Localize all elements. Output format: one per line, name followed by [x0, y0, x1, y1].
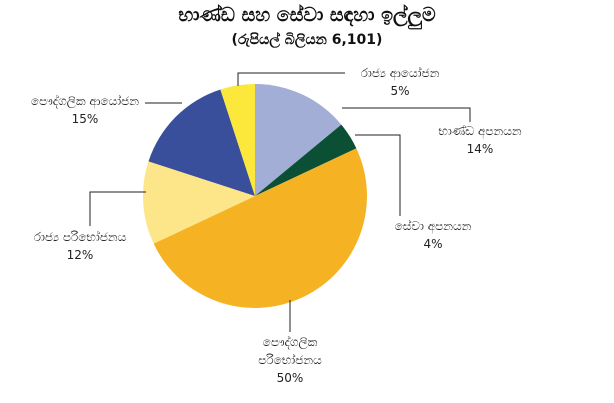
value-label: 5%: [390, 84, 410, 98]
pie-slice: [255, 84, 342, 196]
slice-label: පෞද්ගලික පරිභෝජනය 50%: [240, 333, 340, 387]
value-label: 15%: [71, 112, 99, 126]
category-label: පෞද්ගලික ආයෝජන: [30, 94, 140, 108]
pie-slice: [220, 84, 255, 196]
category-label: රාජ්‍ය පරිභෝජනය: [33, 230, 127, 244]
slice-label: රාජ්‍ය ආයෝජන 5%: [340, 64, 460, 100]
slice-label: පෞද්ගලික ආයෝජන 15%: [5, 92, 165, 128]
value-label: 4%: [423, 237, 443, 251]
value-label: 14%: [466, 142, 494, 156]
slice-label: රාජ්‍ය පරිභෝජනය 12%: [15, 228, 145, 264]
category-label: භාණ්ඩ අපනයන: [438, 124, 522, 138]
leader-line: [89, 191, 146, 226]
category-label: රාජ්‍ය ආයෝජන: [360, 66, 440, 80]
chart-title: භාණ්ඩ සහ සේවා සඳහා ඉල්ලුම: [178, 4, 436, 26]
value-label: 12%: [66, 248, 94, 262]
value-label: 50%: [276, 371, 304, 385]
chart-subtitle: (රුපියල් බිලියන 6,101): [231, 32, 383, 48]
leader-line: [237, 72, 345, 86]
slice-label: භාණ්ඩ අපනයන 14%: [425, 122, 535, 158]
pie-slice: [148, 89, 255, 196]
category-label: පෞද්ගලික පරිභෝජනය: [258, 335, 322, 367]
category-label: සේවා අපනයන: [394, 219, 472, 233]
slice-label: සේවා අපනයන 4%: [383, 217, 483, 253]
leader-line: [342, 107, 471, 122]
pie-slice: [255, 124, 357, 196]
leader-line: [355, 134, 401, 216]
pie-slice: [153, 148, 367, 308]
pie-slice: [143, 161, 255, 244]
